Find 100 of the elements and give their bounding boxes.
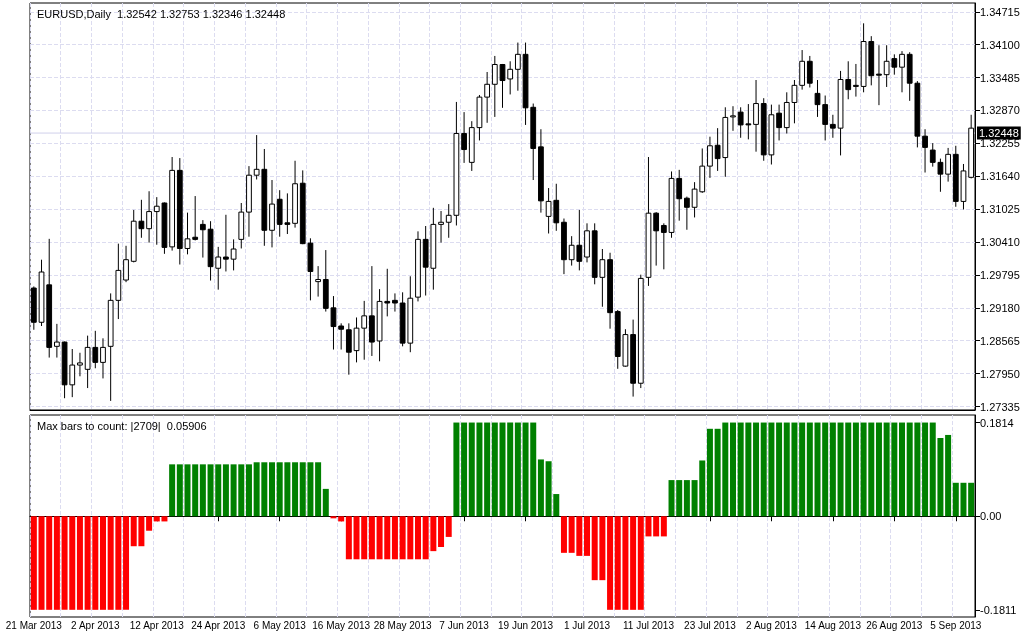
- candlestick: [315, 265, 321, 298]
- x-tick-label: 28 May 2013: [373, 619, 432, 631]
- bar: [683, 480, 690, 517]
- bar: [653, 516, 660, 537]
- bar: [292, 462, 299, 517]
- candlestick: [461, 111, 467, 164]
- x-tick-label: 14 Aug 2013: [804, 619, 862, 631]
- y-tick-label: 1.31025: [980, 203, 1020, 216]
- x-tick-label: 21 Mar 2013: [5, 619, 63, 631]
- bar: [76, 516, 83, 610]
- bar: [491, 422, 498, 517]
- bar: [660, 516, 667, 537]
- chart-title: EURUSD,Daily 1.32542 1.32753 1.32346 1.32448: [37, 7, 286, 20]
- candlestick: [484, 71, 491, 124]
- y-tick-label: 1.29180: [980, 301, 1020, 314]
- candlestick: [230, 238, 237, 271]
- bar: [30, 516, 37, 610]
- bar: [776, 422, 783, 517]
- x-tick-label: 23 Jul 2013: [684, 619, 737, 631]
- y-tick-label: 1.27335: [980, 400, 1020, 413]
- candlestick: [806, 55, 813, 88]
- bar: [322, 488, 329, 517]
- bar: [176, 464, 183, 517]
- candlestick: [707, 136, 713, 179]
- y-tick-label: 1.27950: [980, 367, 1020, 380]
- bar: [922, 422, 929, 517]
- bar: [245, 464, 252, 517]
- bar: [330, 516, 337, 519]
- bar: [368, 516, 375, 560]
- bar: [222, 464, 229, 517]
- bar: [199, 464, 206, 517]
- y-tick-label: 1.34715: [980, 5, 1020, 18]
- y-tick-label: 1.29795: [980, 268, 1020, 281]
- candlestick: [922, 128, 928, 174]
- candlestick: [684, 196, 690, 231]
- bar: [461, 422, 468, 517]
- bar: [630, 516, 637, 610]
- candlestick: [514, 42, 521, 92]
- candlestick: [945, 147, 951, 183]
- y-tick-label: 1.33485: [980, 71, 1020, 84]
- bar: [146, 516, 153, 531]
- x-tick-label: 19 Jun 2013: [498, 619, 554, 631]
- bar: [484, 422, 491, 517]
- bar: [514, 422, 521, 517]
- bar: [829, 422, 836, 517]
- candlestick: [54, 323, 60, 359]
- y-tick-label: 1.34100: [980, 38, 1020, 51]
- candlestick: [146, 190, 152, 244]
- bar: [537, 459, 544, 517]
- candlestick: [123, 245, 129, 283]
- chart-title: Max bars to count: |2709| 0.05906: [37, 419, 207, 432]
- y-tick-label: 1.30410: [980, 236, 1020, 249]
- bar: [706, 428, 713, 517]
- bar: [53, 516, 60, 610]
- bar: [269, 462, 276, 517]
- candlestick: [199, 219, 206, 259]
- x-tick-label: 16 May 2013: [312, 619, 371, 631]
- candlestick: [829, 114, 836, 139]
- candlestick: [223, 214, 229, 272]
- candlestick: [730, 105, 736, 132]
- y-tick-label: 0.00: [980, 510, 1002, 523]
- bar: [169, 464, 176, 517]
- ref-line-label: 1.32448: [979, 127, 1019, 140]
- bar: [806, 422, 813, 517]
- bar: [99, 516, 106, 610]
- y-tick-label: -0.1811: [980, 603, 1017, 616]
- y-tick-label: 1.31640: [980, 170, 1020, 183]
- candlestick: [438, 210, 444, 244]
- bar: [729, 422, 736, 517]
- y-tick-label: 1.32870: [980, 104, 1020, 117]
- bar: [414, 516, 421, 560]
- candlestick: [899, 50, 905, 93]
- bar: [607, 516, 614, 610]
- bar: [438, 516, 445, 547]
- x-tick-label: 6 May 2013: [253, 619, 307, 631]
- bar: [584, 516, 591, 556]
- x-tick-label: 7 Jun 2013: [439, 619, 490, 631]
- x-tick-label: 5 Sep 2013: [930, 619, 982, 631]
- x-tick-label: 2 Apr 2013: [71, 619, 120, 631]
- bar: [852, 422, 859, 517]
- x-tick-label: 1 Jul 2013: [563, 619, 611, 631]
- bar: [315, 462, 322, 517]
- x-tick-label: 12 Apr 2013: [129, 619, 185, 631]
- y-tick-label: 1.28565: [980, 334, 1020, 347]
- candlestick: [853, 63, 859, 98]
- x-tick-label: 24 Apr 2013: [191, 619, 246, 631]
- y-tick-label: 0.1814: [980, 416, 1014, 429]
- bar: [123, 516, 130, 610]
- bar: [453, 422, 460, 517]
- bar: [391, 516, 398, 560]
- y-tick-label: 1.32255: [980, 137, 1020, 150]
- bar: [875, 422, 882, 517]
- bar: [560, 516, 567, 553]
- candlestick: [876, 44, 882, 106]
- bar: [753, 422, 760, 517]
- candlestick: [776, 104, 782, 141]
- x-tick-label: 2 Aug 2013: [746, 619, 798, 631]
- x-tick-label: 26 Aug 2013: [866, 619, 923, 631]
- bar: [445, 516, 452, 537]
- bar: [968, 482, 975, 517]
